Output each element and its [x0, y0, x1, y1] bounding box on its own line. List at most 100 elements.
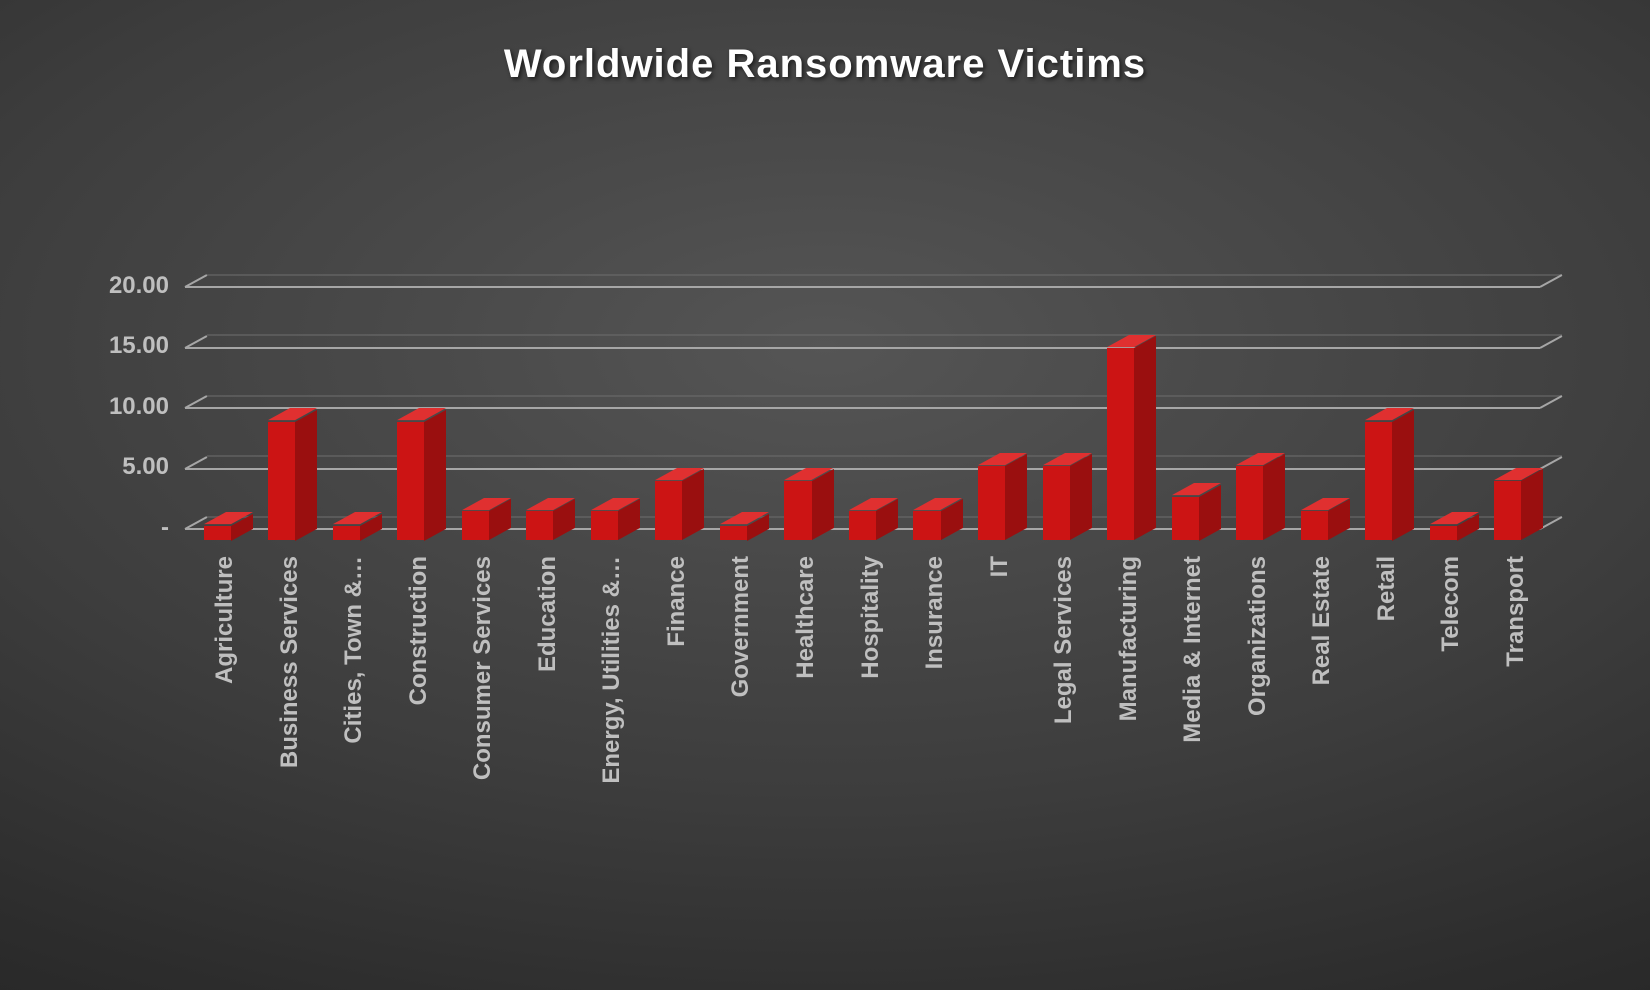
bar-side [424, 409, 446, 540]
bar-front [1107, 348, 1134, 540]
category-label: Telecom [1437, 556, 1465, 876]
bar-side [1134, 336, 1156, 540]
bar-front [333, 526, 360, 541]
gridline-back [207, 274, 1562, 276]
category-label: Construction [405, 556, 433, 876]
category-label: Business Services [276, 556, 304, 876]
bar-top [591, 498, 640, 511]
category-label: Retail [1373, 556, 1401, 876]
bar-side [1263, 454, 1285, 540]
bar [655, 469, 704, 540]
bar-top [204, 512, 253, 525]
category-label: Agriculture [211, 556, 239, 876]
bar [204, 513, 253, 540]
bar-top [784, 468, 833, 481]
category-label: IT [986, 556, 1014, 876]
bar [913, 499, 962, 540]
bar-front [1365, 422, 1392, 541]
bar [1107, 336, 1156, 540]
bar [1236, 454, 1285, 540]
bar-front [1043, 466, 1070, 540]
category-label: Manufacturing [1115, 556, 1143, 876]
category-label: Hospitality [857, 556, 885, 876]
bar [784, 469, 833, 540]
bar-side [1005, 454, 1027, 540]
bar-side [1070, 454, 1092, 540]
bar-top [268, 408, 317, 421]
bar-top [462, 498, 511, 511]
bar-top [849, 498, 898, 511]
bar-front [591, 511, 618, 540]
bar-front [526, 511, 553, 540]
category-label: Government [727, 556, 755, 876]
bar-front [1430, 526, 1457, 541]
bar [978, 454, 1027, 540]
bar-front [913, 511, 940, 540]
gridline-depth-right [1540, 335, 1563, 349]
bar-front [655, 481, 682, 540]
gridline-depth-right [1540, 274, 1563, 288]
chart-title: Worldwide Ransomware Victims [0, 42, 1650, 87]
bar [397, 409, 446, 540]
bar-top [978, 453, 1027, 466]
bar [462, 499, 511, 540]
bar-front [462, 511, 489, 540]
bar-front [397, 422, 424, 541]
bar-side [1392, 409, 1414, 540]
gridline-depth-right [1540, 395, 1563, 409]
gridline [185, 347, 1540, 349]
bar-top [655, 468, 704, 481]
bar-top [1301, 498, 1350, 511]
gridline-back [207, 334, 1562, 336]
bar [1301, 499, 1350, 540]
y-tick-label: 20.00 [49, 272, 169, 300]
category-label: Legal Services [1050, 556, 1078, 876]
bar-front [1236, 466, 1263, 540]
gridline [185, 286, 1540, 288]
bar [720, 513, 769, 540]
gridline [185, 407, 1540, 409]
gridline [185, 468, 1540, 470]
bar-front [268, 422, 295, 541]
bar-top [1043, 453, 1092, 466]
bar-side [295, 409, 317, 540]
bar-front [1172, 497, 1199, 541]
y-tick-label: - [49, 514, 169, 542]
gridline-back [207, 395, 1562, 397]
y-tick-label: 10.00 [49, 393, 169, 421]
bar [591, 499, 640, 540]
bar [849, 499, 898, 540]
category-label: Media & Internet [1179, 556, 1207, 876]
bar-top [333, 512, 382, 525]
bar-top [397, 408, 446, 421]
bar-top [913, 498, 962, 511]
category-label: Insurance [921, 556, 949, 876]
bar-front [784, 481, 811, 540]
category-label: Organizations [1244, 556, 1272, 876]
y-tick-label: 5.00 [49, 453, 169, 481]
bar [1494, 469, 1543, 540]
bar-top [1236, 453, 1285, 466]
bar-top [1365, 408, 1414, 421]
bar-top [720, 512, 769, 525]
bar [1365, 409, 1414, 540]
bar-front [204, 526, 231, 541]
bar [526, 499, 575, 540]
category-label: Real Estate [1308, 556, 1336, 876]
bar-top [1430, 512, 1479, 525]
bar-front [720, 526, 747, 541]
bar-front [1301, 511, 1328, 540]
bar-top [1172, 483, 1221, 496]
category-label: Finance [663, 556, 691, 876]
category-label: Healthcare [792, 556, 820, 876]
bar [1043, 454, 1092, 540]
y-tick-label: 15.00 [49, 332, 169, 360]
bar-top [1107, 335, 1156, 348]
bar-front [849, 511, 876, 540]
bar-front [1494, 481, 1521, 540]
category-label: Consumer Services [469, 556, 497, 876]
bar [268, 409, 317, 540]
bar-top [526, 498, 575, 511]
category-label: Cities, Town &… [340, 556, 368, 876]
bar-front [978, 466, 1005, 540]
